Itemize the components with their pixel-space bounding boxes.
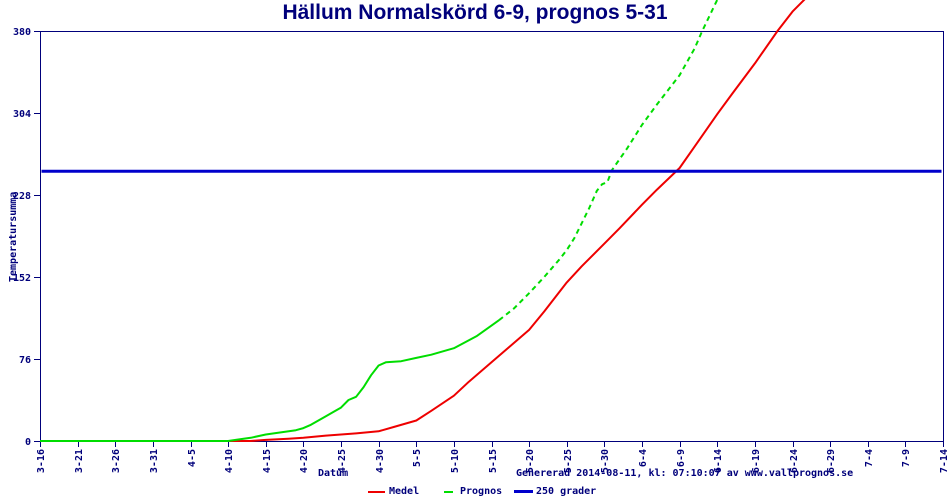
x-tick-label: 7-9 [901,449,912,467]
series-medel [40,0,806,442]
x-tick-label: 5-25 [563,449,574,473]
x-tick-label: 7-4 [864,449,875,467]
x-tick-label: 5-20 [525,449,536,473]
x-tick-label: 5-30 [600,449,611,473]
x-tick-label: 6-29 [826,449,837,473]
y-tick-label: 380 [13,27,31,38]
y-tick-label: 76 [19,355,31,366]
x-tick-label: 4-10 [224,449,235,473]
x-tick-label: 6-4 [638,449,649,467]
plot-border [40,31,944,442]
x-axis-label: Datum [318,468,349,479]
x-tick-label: 5-10 [450,449,461,473]
x-tick-label: 6-9 [676,449,687,467]
x-tick-label: 4-20 [299,449,310,473]
series-prognos [40,319,500,442]
x-tick-label: 7-14 [939,449,950,473]
legend-swatch-medel [368,491,385,493]
legend-label-medel: Medel [389,486,420,497]
x-tick-label: 5-5 [412,449,423,467]
y-tick-label: 0 [25,437,31,448]
x-tick-label: 3-21 [74,449,85,473]
x-tick-label: 4-5 [187,449,198,467]
x-tick-label: 5-15 [488,449,499,473]
x-tick-label: 4-15 [262,449,273,473]
x-tick-label: 3-31 [149,449,160,473]
y-tick-label: 304 [13,109,31,120]
legend-swatch-prognos [444,491,453,493]
x-tick-label: 6-19 [751,449,762,473]
x-tick-label: 6-14 [713,449,724,473]
chart-title: Hällum Normalskörd 6-9, prognos 5-31 [282,1,668,24]
legend-label-prognos: Prognos [460,486,503,497]
y-tick-label: 228 [13,191,31,202]
y-axis-label: Temperatursumma [8,191,19,282]
x-tick-label: 4-25 [337,449,348,473]
y-tick-label: 152 [13,273,31,284]
legend-swatch-250-grader [514,490,533,493]
x-tick-label: 3-26 [111,449,122,473]
x-tick-label: 3-16 [36,449,47,473]
generated-timestamp: Genererad 2014-08-11, kl: 07:10:07 av ww… [516,468,854,479]
x-tick-label: 6-24 [789,449,800,473]
series-prognos [498,0,719,321]
x-tick-label: 4-30 [375,449,386,473]
legend-label-250-grader: 250 grader [536,486,597,497]
